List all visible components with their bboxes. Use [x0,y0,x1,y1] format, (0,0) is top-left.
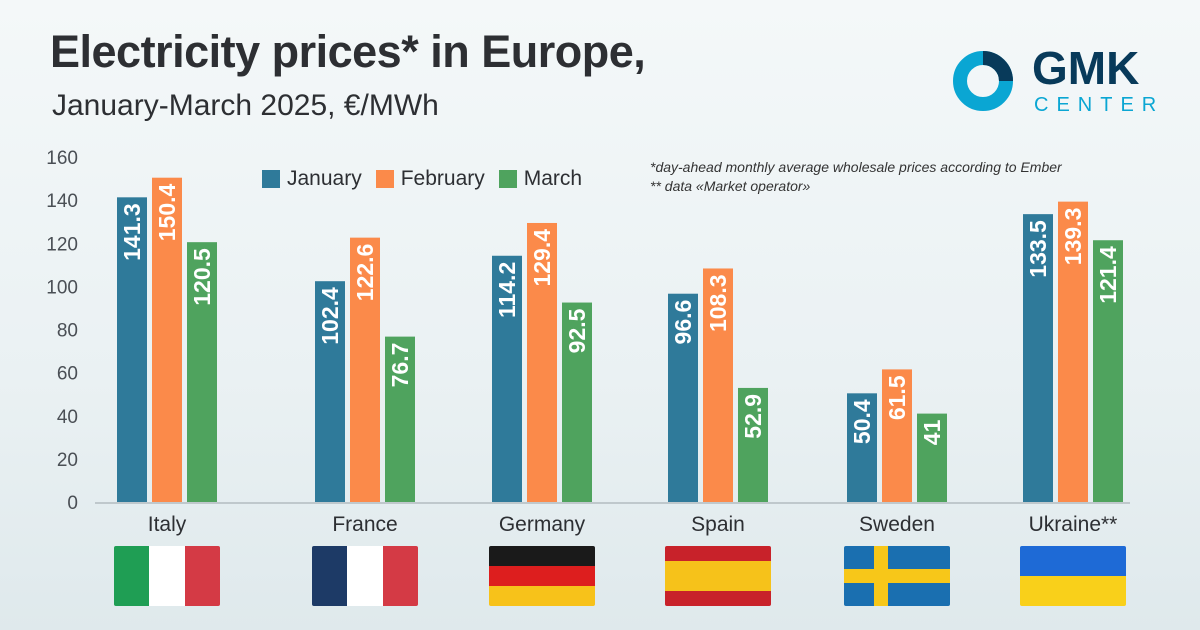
page-title: Electricity prices* in Europe, [50,26,646,77]
y-tick-label: 0 [67,493,78,514]
flag-germany [489,546,595,606]
legend-swatch [498,170,517,188]
flag-stripe [665,546,771,561]
flag-spain [665,546,771,606]
data-label: 141.3 [119,203,145,261]
data-label: 108.3 [705,274,731,332]
flag-stripe [1020,546,1126,576]
footnotes: *day-ahead monthly average wholesale pri… [650,158,1062,196]
y-tick-label: 160 [46,148,78,169]
flag-france [312,546,418,606]
y-tick-label: 80 [57,321,78,342]
footnote-2: ** data «Market operator» [650,178,811,194]
legend-label: March [523,167,583,190]
flag-stripe [149,546,185,606]
flag-stripe [312,546,348,606]
bar-march-2 [562,302,592,502]
logo-subtext: CENTER [1034,94,1165,116]
bar-february-1 [350,237,380,503]
category-label: Italy [147,513,187,536]
bar-february-3 [703,268,733,502]
flag-stripe [665,561,771,576]
data-label: 121.4 [1095,246,1121,304]
flag-stripe [665,591,771,606]
category-label: Ukraine** [1028,513,1118,536]
bar-january-5 [1023,214,1053,502]
legend: January February March [262,166,582,192]
bar-january-4 [847,393,877,502]
bar-march-1 [385,336,415,502]
flag-ukraine [1020,546,1126,606]
bar-january-2 [492,255,522,502]
bar-march-0 [187,242,217,502]
bar-march-4 [917,413,947,502]
y-tick-label: 40 [57,407,78,428]
bar-march-3 [738,387,768,502]
y-tick-label: 140 [46,191,78,212]
y-tick-label: 60 [57,364,78,385]
footnote-1: *day-ahead monthly average wholesale pri… [650,159,1062,175]
bar-february-0 [152,177,182,502]
flag-stripe [489,566,595,586]
data-label: 102.4 [317,287,343,345]
category-label: Germany [498,513,586,536]
legend-swatch [262,170,280,188]
bar-january-0 [117,197,147,502]
data-label: 122.6 [352,244,378,302]
flag-sweden [844,546,950,606]
gmk-logo: GMK CENTER [948,42,1158,116]
logo-text: GMK [1032,42,1140,94]
category-label: France [332,513,398,536]
bar-january-3 [668,293,698,502]
data-label: 129.4 [529,229,555,287]
flag-italy [114,546,220,606]
flag-stripe [1020,576,1126,606]
data-label: 96.6 [670,300,696,345]
y-tick-label: 120 [46,234,78,255]
flag-stripe [382,546,418,606]
bar-february-2 [527,222,557,502]
flag-stripe [489,546,595,566]
data-label: 150.4 [154,183,180,241]
data-label: 52.9 [740,394,766,439]
category-label: Spain [691,513,745,536]
bar-february-5 [1058,201,1088,502]
logo-ring-icon [953,51,1013,111]
legend-label: January [287,167,362,190]
legend-item-march: March [498,166,583,192]
data-label: 76.7 [387,343,413,388]
bar-february-4 [882,369,912,502]
data-label: 133.5 [1025,220,1051,278]
legend-item-january: January [262,166,362,192]
flag-cross-horizontal [844,569,950,583]
flag-stripe [665,576,771,591]
data-label: 114.2 [494,262,520,318]
data-label: 61.5 [884,375,910,420]
data-label: 139.3 [1060,208,1086,266]
bar-march-5 [1093,240,1123,502]
legend-label: February [400,167,485,190]
data-label: 41 [919,419,945,445]
data-label: 92.5 [564,308,590,353]
data-label: 50.4 [849,399,875,444]
data-label: 120.5 [189,248,215,306]
legend-item-february: February [375,166,485,192]
bar-january-1 [315,281,345,502]
category-label: Sweden [859,513,935,536]
flag-stripe [347,546,383,606]
flag-stripe [489,586,595,606]
flag-stripe [114,546,150,606]
y-tick-label: 100 [46,277,78,298]
page-subtitle: January-March 2025, €/MWh [52,89,439,122]
flag-stripe [184,546,220,606]
legend-swatch [375,170,394,188]
y-tick-label: 20 [57,450,78,471]
